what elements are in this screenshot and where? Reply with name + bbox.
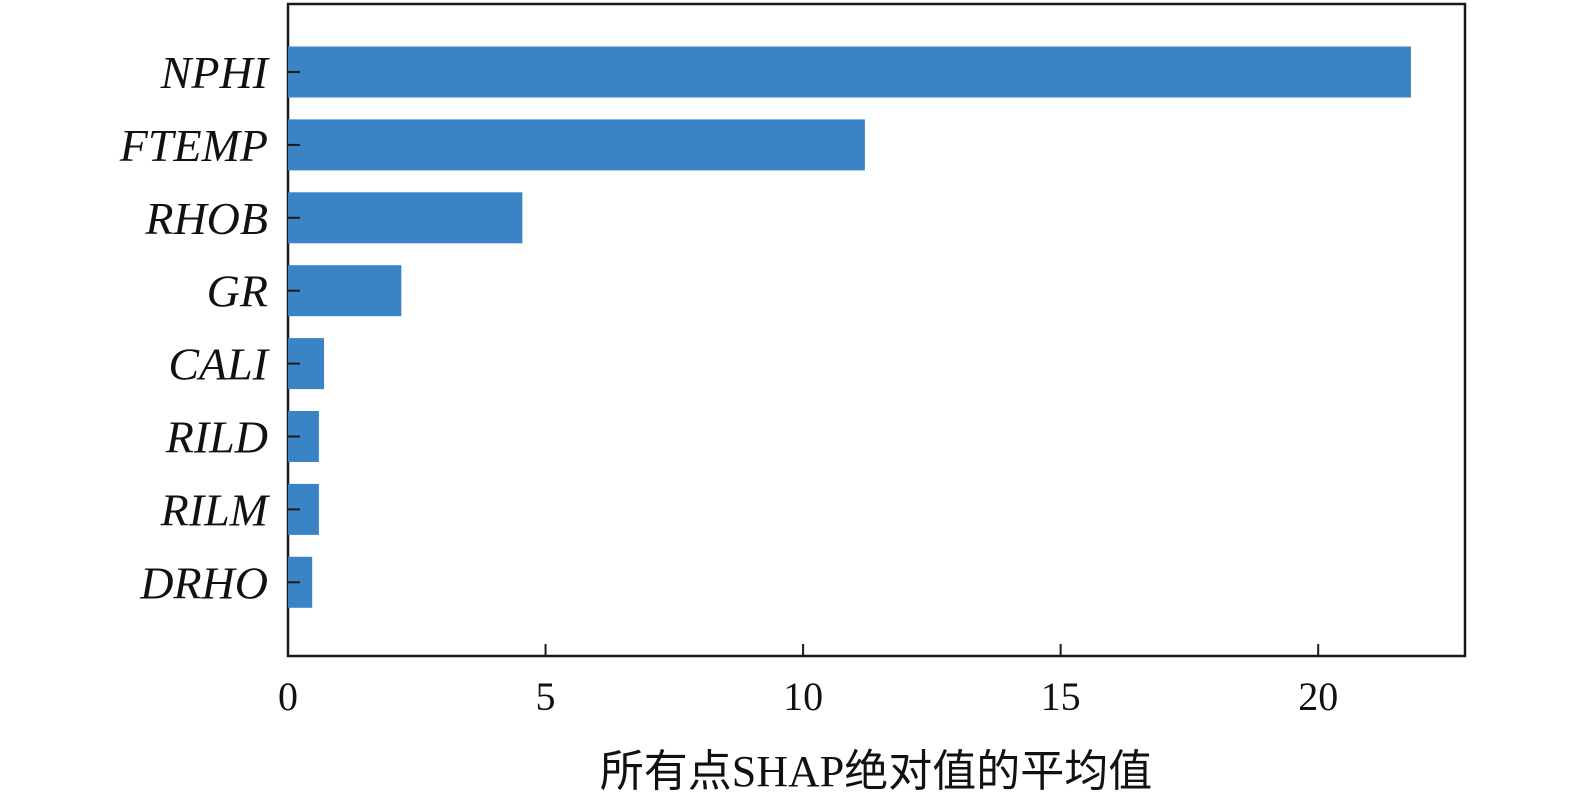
- y-tick-label-drho: DRHO: [139, 557, 268, 608]
- plot-frame: [286, 2, 1467, 658]
- x-axis-ticks: 0 5 10 15 20: [278, 644, 1338, 719]
- x-tick-label: 5: [536, 674, 556, 719]
- x-axis-label: 所有点SHAP绝对值的平均值: [600, 747, 1153, 796]
- bar-gr: [288, 265, 402, 317]
- y-tick-label-rhob: RHOB: [144, 193, 268, 244]
- y-tick-label-nphi: NPHI: [160, 47, 271, 98]
- y-axis-ticks: NPHI FTEMP RHOB GR CALI RILD RILM DRHO: [119, 47, 300, 608]
- bar-nphi: [288, 46, 1411, 98]
- y-tick-label-rilm: RILM: [160, 484, 271, 535]
- bar-ftemp: [288, 119, 865, 171]
- y-tick-label-rild: RILD: [165, 412, 268, 463]
- y-tick-label-cali: CALI: [168, 339, 270, 390]
- x-tick-label: 15: [1041, 674, 1081, 719]
- y-tick-label-gr: GR: [207, 266, 268, 317]
- bar-rhob: [288, 192, 523, 244]
- x-tick-label: 0: [278, 674, 298, 719]
- x-tick-label: 20: [1298, 674, 1338, 719]
- x-tick-label: 10: [783, 674, 823, 719]
- y-tick-label-ftemp: FTEMP: [119, 120, 268, 171]
